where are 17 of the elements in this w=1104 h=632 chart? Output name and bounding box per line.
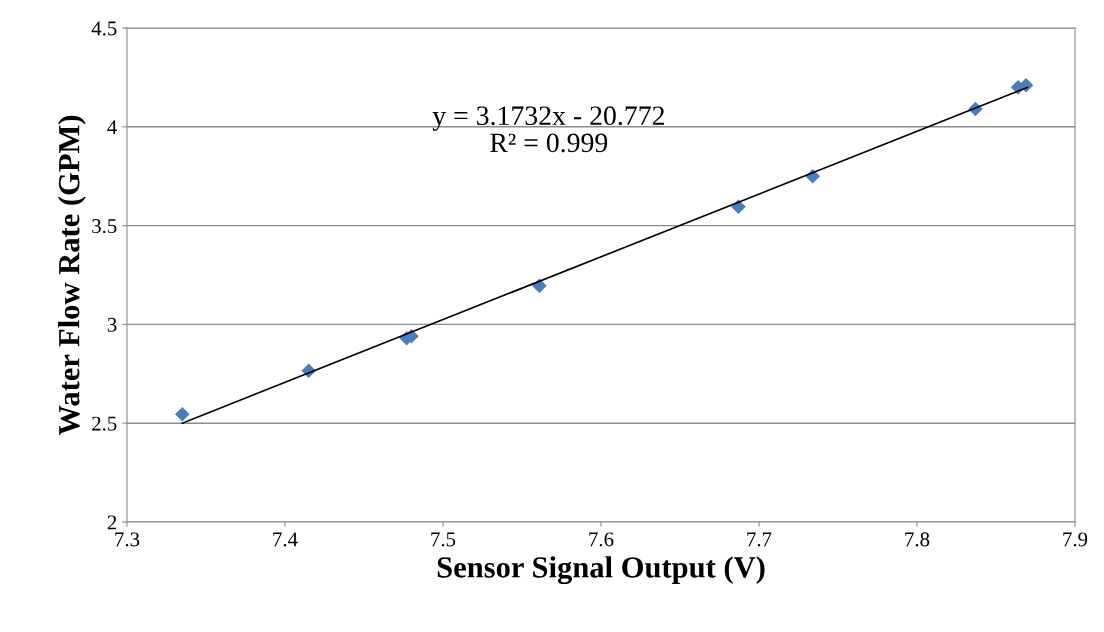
- x-tick-label: 7.9: [1063, 532, 1088, 547]
- x-tick-label: 7.7: [747, 532, 772, 547]
- y-tick-label: 4.5: [91, 21, 117, 36]
- x-tick-label: 7.4: [273, 532, 298, 547]
- annotation: y = 3.1732x - 20.772 R² = 0.999: [432, 106, 664, 153]
- y-tick-label: 3.5: [92, 219, 117, 234]
- y-tick-label: 4: [107, 120, 117, 135]
- y-tick-label: 2: [107, 515, 117, 530]
- point: [175, 407, 190, 422]
- x-tick-label: 7.3: [115, 532, 140, 547]
- x-tick-label: 7.8: [905, 532, 930, 547]
- x-tick-label: 7.6: [589, 532, 614, 547]
- x-axis-title: Sensor Signal Output (V): [437, 556, 765, 585]
- y-tick-label: 2.5: [92, 416, 117, 431]
- y-tick-label: 3: [107, 317, 117, 332]
- y-axis-title: Water Flow Rate (GPM): [57, 115, 86, 436]
- x-tick-label: 7.5: [431, 532, 456, 547]
